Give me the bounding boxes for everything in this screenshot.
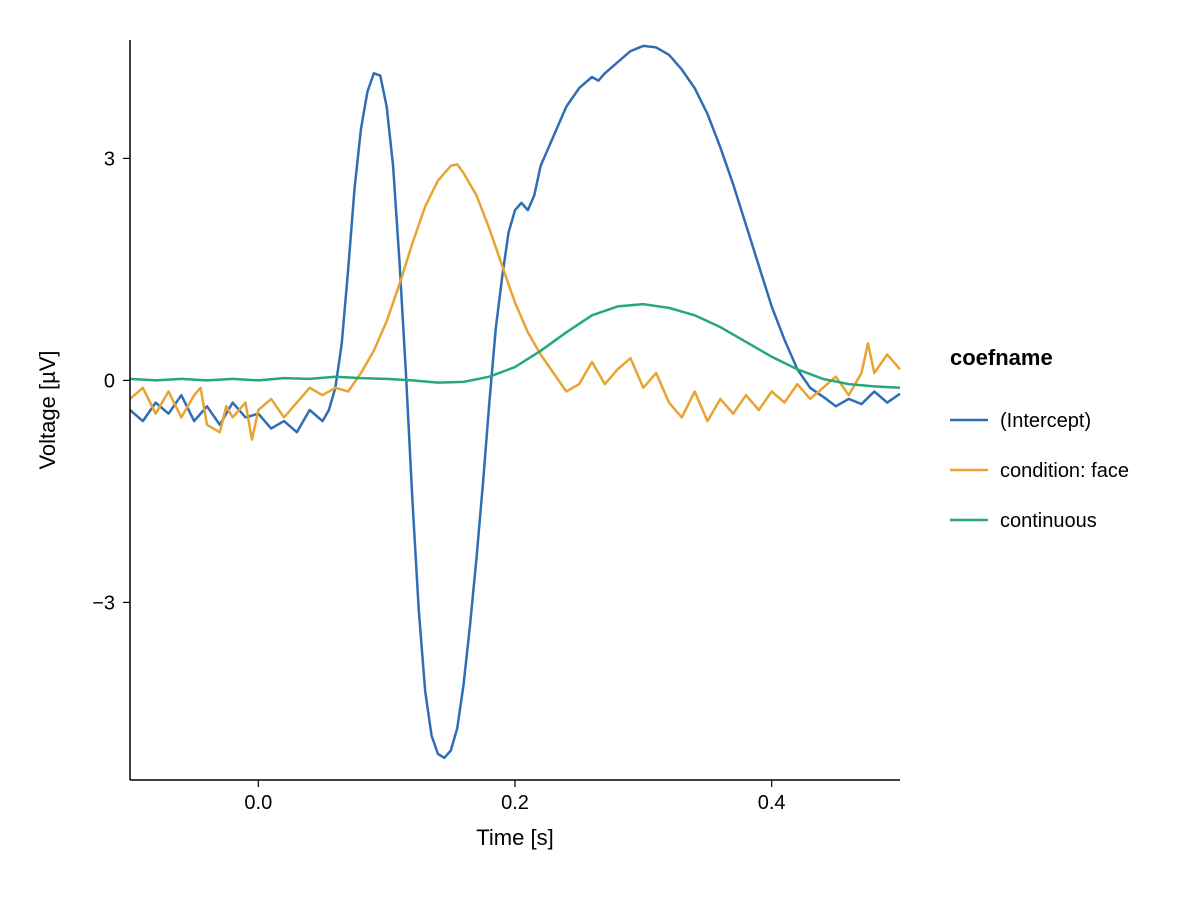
y-tick-label: −3	[92, 592, 115, 614]
y-tick-label: 3	[104, 148, 115, 170]
x-tick-label: 0.2	[501, 792, 529, 814]
y-tick-label: 0	[104, 370, 115, 392]
x-axis-title: Time [s]	[476, 825, 553, 850]
legend-title: coefname	[950, 345, 1053, 370]
legend-item-label: condition: face	[1000, 460, 1129, 482]
y-axis-title: Voltage [µV]	[35, 350, 60, 469]
x-tick-label: 0.0	[244, 792, 272, 814]
legend-item-label: (Intercept)	[1000, 410, 1091, 432]
legend-item-label: continuous	[1000, 510, 1097, 532]
x-tick-label: 0.4	[758, 792, 786, 814]
chart-container: 0.0 0.2 0.4 −3 0 3 Time [s] Voltage [µV] coefnam…	[0, 0, 1200, 900]
line-chart: 0.0 0.2 0.4 −3 0 3 Time [s] Voltage [µV] coefnam…	[0, 0, 1200, 900]
chart-background	[0, 0, 1200, 900]
